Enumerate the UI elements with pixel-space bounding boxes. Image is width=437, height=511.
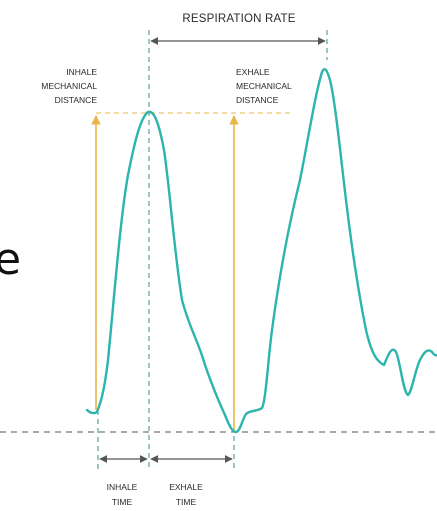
svg-text:TIME: TIME <box>176 497 197 507</box>
svg-text:INHALE: INHALE <box>107 482 138 492</box>
respiration-rate-label: RESPIRATION RATE <box>182 13 295 25</box>
svg-text:MECHANICAL: MECHANICAL <box>236 81 292 91</box>
svg-text:INHALE: INHALE <box>66 67 97 77</box>
exhale-time-label: EXHALE TIME <box>169 482 203 507</box>
respiration-waveform <box>85 68 437 434</box>
svg-text:TIME: TIME <box>112 497 133 507</box>
exhale-mechanical-distance-label: EXHALE MECHANICAL DISTANCE <box>236 67 292 105</box>
svg-text:DISTANCE: DISTANCE <box>55 95 98 105</box>
inhale-time-label: INHALE TIME <box>107 482 138 507</box>
svg-text:MECHANICAL: MECHANICAL <box>41 81 97 91</box>
partial-letter: e <box>0 234 22 285</box>
svg-text:DISTANCE: DISTANCE <box>236 95 279 105</box>
svg-text:EXHALE: EXHALE <box>236 67 270 77</box>
svg-text:EXHALE: EXHALE <box>169 482 203 492</box>
inhale-mechanical-distance-label: INHALE MECHANICAL DISTANCE <box>41 67 97 105</box>
